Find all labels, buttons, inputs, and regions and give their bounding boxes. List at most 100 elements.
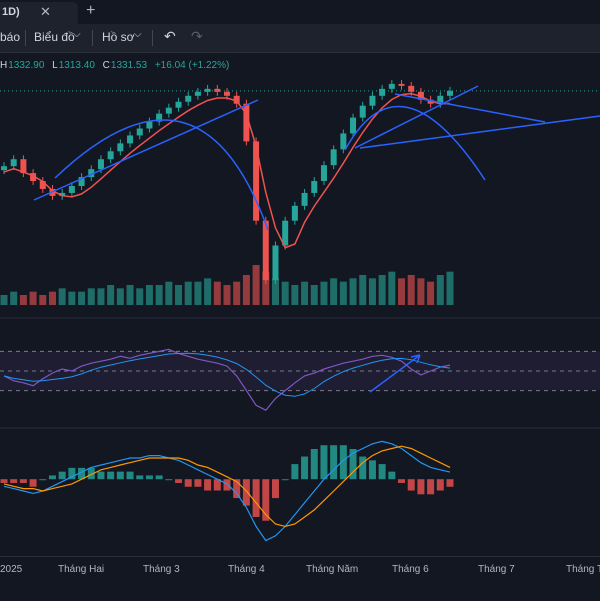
candle-body <box>262 220 269 281</box>
macd-histogram-bar <box>29 479 37 487</box>
candle-body <box>233 95 240 104</box>
macd-histogram-bar <box>68 467 76 480</box>
volume-bar <box>29 291 37 305</box>
macd-histogram-bar <box>242 479 250 506</box>
candle-body <box>379 88 386 96</box>
macd-histogram-bar <box>427 479 435 495</box>
candle-body <box>301 192 308 206</box>
volume-bar <box>436 275 444 305</box>
toolbar: báo Biểu đồ ⌵ Hồ sơ ⌵ ↶ ↷ <box>0 24 600 53</box>
candle-body <box>117 143 124 152</box>
candle-body <box>398 83 405 86</box>
macd-histogram-bar <box>39 479 47 481</box>
macd-histogram-bar <box>398 479 406 483</box>
macd-histogram-bar <box>165 479 173 481</box>
chevron-down-icon[interactable]: ⌵ <box>73 29 81 40</box>
add-tab-icon[interactable]: + <box>86 2 96 19</box>
candle-body <box>185 95 192 102</box>
signal-line <box>3 445 451 528</box>
annotation-arrow <box>369 354 421 393</box>
volume-bar <box>19 295 27 305</box>
close-icon[interactable]: ✕ <box>40 4 51 19</box>
macd-histogram-bar <box>204 479 212 491</box>
volume-bar <box>78 291 86 305</box>
ohlc-legend: H1332.90 L1313.40 C1331.53 +16.04 (+1.22… <box>0 60 234 71</box>
candle-body <box>1 166 7 171</box>
volume-bar <box>349 278 357 305</box>
redo-icon[interactable]: ↷ <box>191 28 203 44</box>
candle-body <box>194 91 201 96</box>
macd-histogram-bar <box>126 471 134 480</box>
volume-bar <box>310 285 318 305</box>
annotation-arrow-head <box>410 354 421 364</box>
macd-histogram-bar <box>97 471 105 480</box>
macd-histogram-bar <box>19 479 27 483</box>
candle-body <box>39 181 46 189</box>
macd-histogram-bar <box>446 479 454 487</box>
candle-body <box>311 181 318 193</box>
candle-body <box>175 101 182 108</box>
volume-bar <box>184 281 192 305</box>
toolbar-divider <box>152 30 153 46</box>
moving-average-line <box>3 92 451 249</box>
charts-button[interactable]: Biểu đồ <box>34 30 75 44</box>
chevron-down-icon[interactable]: ⌵ <box>134 29 142 40</box>
toolbar-divider <box>25 30 26 46</box>
candle-body <box>330 149 337 166</box>
volume-bar <box>301 281 309 305</box>
volume-bar <box>10 291 18 305</box>
volume-bar <box>107 285 115 305</box>
macd-histogram-bar <box>407 479 415 491</box>
rsi-ma-line <box>3 352 451 397</box>
volume-bar <box>252 265 260 305</box>
macd-histogram-bar <box>194 479 202 487</box>
high-key: H <box>0 60 8 71</box>
volume-bar <box>233 281 241 305</box>
macd-histogram-bar <box>310 448 318 480</box>
candle-body <box>437 95 444 104</box>
volume-bar <box>407 275 415 305</box>
macd-histogram-bar <box>320 445 328 480</box>
candle-body <box>224 91 230 96</box>
chart-canvas[interactable] <box>0 0 600 556</box>
x-tick-label: Tháng Năm <box>306 564 359 575</box>
volume-bar <box>378 275 386 305</box>
volume-bar <box>145 285 153 305</box>
candle-body <box>350 117 357 134</box>
volume-bar <box>330 278 338 305</box>
candle-body <box>136 128 143 136</box>
candle-body <box>272 245 279 281</box>
candle-body <box>127 135 134 144</box>
low-key: L <box>52 60 58 71</box>
volume-bar <box>427 281 435 305</box>
macd-histogram-bar <box>388 471 396 480</box>
candle-body <box>447 90 453 96</box>
volume-bar <box>417 278 425 305</box>
volume-bar <box>175 285 183 305</box>
close-value: 1331.53 <box>110 60 148 71</box>
macd-histogram-bar <box>417 479 425 495</box>
x-tick-label: 2025 <box>0 564 23 575</box>
candle-body <box>97 159 104 170</box>
macd-histogram-bar <box>291 464 299 480</box>
close-key: C <box>102 60 110 71</box>
macd-histogram-bar <box>281 479 289 481</box>
alerts-button[interactable]: báo <box>0 30 21 44</box>
chart-tab[interactable]: 1D) ✕ <box>0 2 78 24</box>
profile-button[interactable]: Hồ sơ <box>102 30 135 44</box>
toolbar-divider <box>92 30 93 46</box>
volume-bar <box>87 288 95 305</box>
volume-bar <box>136 288 144 305</box>
trendline <box>344 105 486 181</box>
macd-histogram-bar <box>0 479 8 483</box>
macd-histogram-bar <box>78 467 86 480</box>
macd-histogram-bar <box>262 479 270 521</box>
candle-body <box>30 173 37 182</box>
macd-line <box>3 440 451 542</box>
volume-bar <box>39 295 47 305</box>
trendline <box>394 93 546 123</box>
undo-icon[interactable]: ↶ <box>164 28 176 44</box>
volume-bar <box>359 275 367 305</box>
candle-body <box>320 165 327 182</box>
title-bar: 1D) ✕ + <box>0 0 600 24</box>
